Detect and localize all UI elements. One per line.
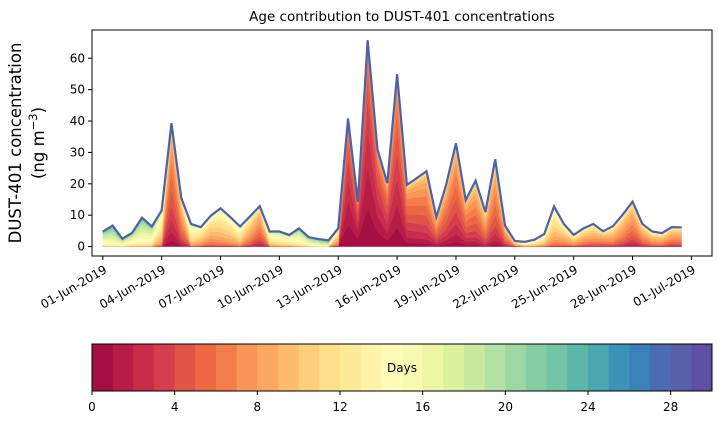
colorbar-bin xyxy=(154,344,176,391)
colorbar-tick-label: 12 xyxy=(332,400,347,414)
colorbar-bin xyxy=(381,344,403,391)
x-tick-label: 10-Jun-2019 xyxy=(215,262,286,311)
colorbar-bin xyxy=(422,344,444,391)
colorbar-tick-label: 16 xyxy=(415,400,430,414)
colorbar-bin xyxy=(629,344,651,391)
x-tick-label: 25-Jun-2019 xyxy=(509,262,580,311)
colorbar-bin xyxy=(402,344,424,391)
colorbar-bin xyxy=(443,344,465,391)
colorbar-tick-label: 8 xyxy=(254,400,262,414)
x-tick-label: 13-Jun-2019 xyxy=(274,262,345,311)
colorbar-bin xyxy=(340,344,362,391)
x-tick-label: 16-Jun-2019 xyxy=(333,262,404,311)
colorbar-bin xyxy=(92,344,114,391)
y-ticks: 0 10 20 30 40 50 60 xyxy=(70,51,92,254)
colorbar-bin xyxy=(278,344,300,391)
x-tick-label: 19-Jun-2019 xyxy=(391,262,462,311)
y-axis-label-exponent: −3 xyxy=(26,113,40,130)
x-tick-label: 22-Jun-2019 xyxy=(450,262,521,311)
y-axis-label-units: (ng m xyxy=(29,130,48,179)
y-tick-label: 40 xyxy=(70,114,85,128)
colorbar-bin xyxy=(650,344,672,391)
colorbar-bin xyxy=(546,344,568,391)
colorbar-bin xyxy=(236,344,258,391)
colorbar-bin xyxy=(174,344,196,391)
x-tick-label: 01-Jul-2019 xyxy=(631,262,698,309)
x-tick-label: 07-Jun-2019 xyxy=(156,262,227,311)
colorbar-bin xyxy=(670,344,692,391)
colorbar-ticks: 0 4 8 12 16 20 24 28 xyxy=(88,391,678,414)
colorbar-bin xyxy=(567,344,589,391)
colorbar-bin xyxy=(298,344,320,391)
colorbar-bin xyxy=(257,344,279,391)
chart-title: Age contribution to DUST-401 concentrati… xyxy=(249,9,555,25)
x-tick-label: 01-Jun-2019 xyxy=(38,262,109,311)
y-tick-label: 30 xyxy=(70,145,85,159)
colorbar-bin xyxy=(505,344,527,391)
y-tick-label: 0 xyxy=(77,240,85,254)
y-axis-label-line2: (ng m−3) xyxy=(26,107,48,179)
colorbar-tick-label: 4 xyxy=(171,400,179,414)
y-axis-label-close: ) xyxy=(29,107,48,113)
y-tick-label: 50 xyxy=(70,83,85,97)
colorbar-tick-label: 0 xyxy=(88,400,96,414)
x-tick-label: 04-Jun-2019 xyxy=(97,262,168,311)
colorbar-bin xyxy=(216,344,238,391)
y-tick-label: 10 xyxy=(70,208,85,222)
colorbar-bin xyxy=(588,344,610,391)
y-tick-label: 60 xyxy=(70,51,85,65)
colorbar-bin xyxy=(526,344,548,391)
y-axis-label: DUST-401 concentration (ng m−3) xyxy=(6,43,48,244)
colorbar-bin xyxy=(484,344,506,391)
colorbar-bin xyxy=(195,344,217,391)
colorbar-bin xyxy=(133,344,155,391)
plot-area xyxy=(102,40,682,247)
colorbar-bin xyxy=(608,344,630,391)
colorbar-frame xyxy=(91,343,713,392)
colorbar: Days 0 4 8 12 16 20 24 28 xyxy=(88,343,713,414)
colorbar-bin xyxy=(112,344,134,391)
colorbar-tick-label: 24 xyxy=(580,400,595,414)
y-axis-label-line1: DUST-401 concentration xyxy=(6,43,25,244)
x-ticks: 01-Jun-201904-Jun-201907-Jun-201910-Jun-… xyxy=(38,256,698,312)
area-series-group xyxy=(102,40,682,247)
colorbar-bin xyxy=(691,344,713,391)
colorbar-bin xyxy=(464,344,486,391)
axes-frame xyxy=(91,29,713,257)
colorbar-tick-label: 28 xyxy=(663,400,678,414)
y-tick-label: 20 xyxy=(70,177,85,191)
colorbar-bin xyxy=(319,344,341,391)
colorbar-bin xyxy=(360,344,382,391)
colorbar-tick-label: 20 xyxy=(498,400,513,414)
x-tick-label: 28-Jun-2019 xyxy=(568,262,639,311)
total-outline xyxy=(102,40,682,243)
colorbar-bins xyxy=(92,344,713,391)
colorbar-label: Days xyxy=(387,361,417,375)
